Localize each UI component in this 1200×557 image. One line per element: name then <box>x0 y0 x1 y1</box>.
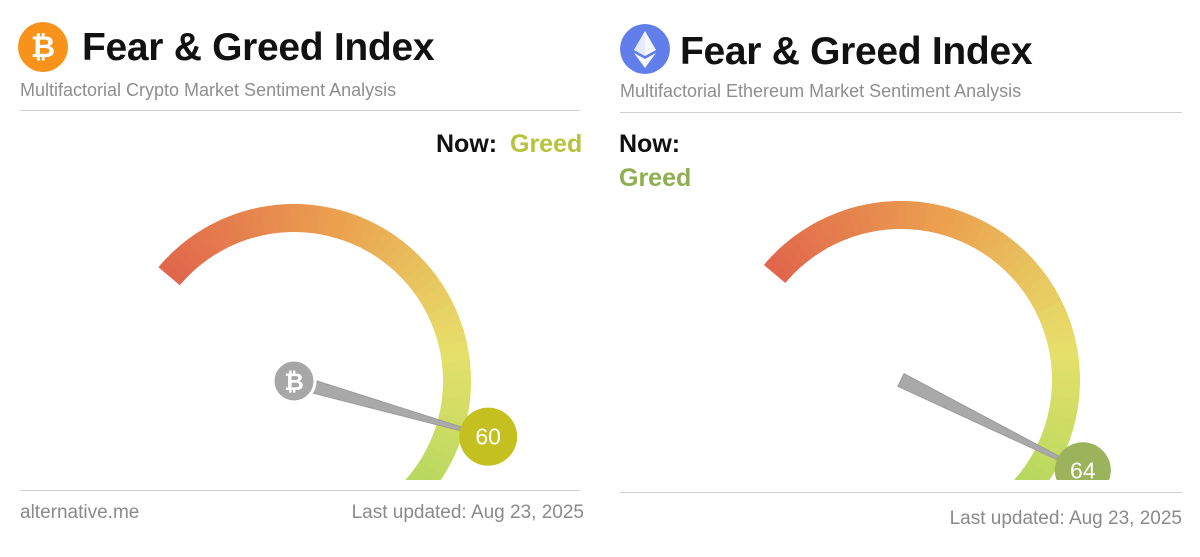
eth-gauge: 64 <box>763 201 1111 480</box>
svg-text:₿: ₿ <box>284 368 304 396</box>
now-label: Now: <box>619 130 681 158</box>
bitcoin-icon: ₿ <box>271 358 317 404</box>
gauge-value: 60 <box>475 424 501 450</box>
page-title: Fear & Greed Index <box>680 30 1033 73</box>
svg-text:₿: ₿ <box>31 30 55 65</box>
gauge-needle <box>291 373 462 432</box>
gauge-arc <box>158 204 472 480</box>
btc-gauge: ₿ 60 <box>158 204 518 480</box>
divider <box>20 490 580 491</box>
eth-fear-greed-panel: Fear & Greed Index Multifactorial Ethere… <box>600 0 1200 557</box>
page-subtitle: Multifactorial Crypto Market Sentiment A… <box>20 80 397 100</box>
divider <box>20 110 580 111</box>
last-updated: Last updated: Aug 23, 2025 <box>351 502 584 523</box>
value-badge: 60 <box>459 407 518 466</box>
page-title: Fear & Greed Index <box>82 26 435 69</box>
source-link[interactable]: alternative.me <box>20 502 140 523</box>
ethereum-icon <box>620 24 670 74</box>
divider <box>620 492 1182 493</box>
gauge-value: 64 <box>1070 457 1096 480</box>
gauge-needle <box>897 373 1060 461</box>
page-subtitle: Multifactorial Ethereum Market Sentiment… <box>620 81 1022 101</box>
now-classification: Greed <box>510 130 583 158</box>
btc-fear-greed-panel: ₿ Fear & Greed Index Multifactorial Cryp… <box>18 22 584 523</box>
last-updated: Last updated: Aug 23, 2025 <box>949 508 1182 529</box>
value-badge: 64 <box>1054 442 1111 480</box>
now-label: Now: <box>436 130 498 158</box>
divider <box>620 112 1182 113</box>
bitcoin-icon: ₿ <box>18 22 68 72</box>
now-classification: Greed <box>619 164 692 192</box>
